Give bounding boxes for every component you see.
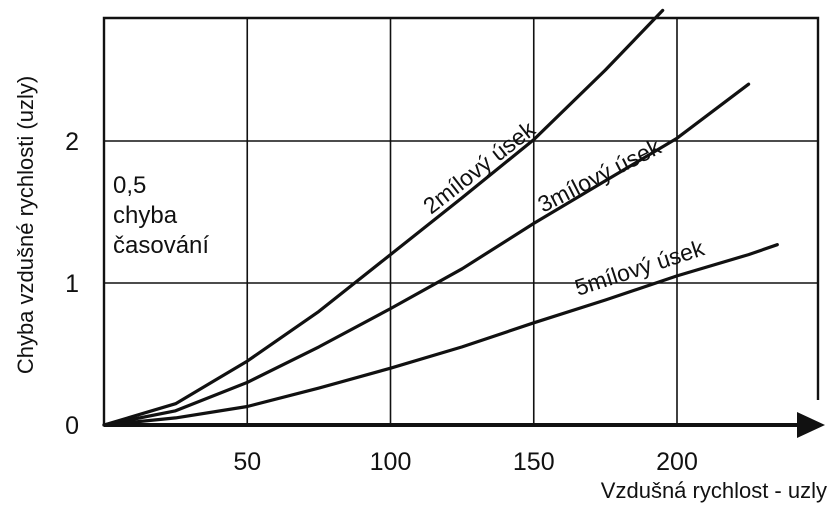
x-axis-arrowhead (797, 412, 825, 438)
curve-label-2mile: 2mílový úsek (418, 116, 540, 219)
series-line-1 (102, 82, 751, 427)
series-layer (102, 8, 779, 427)
curve-label-5mile: 5mílový úsek (572, 234, 708, 300)
y-tick-label-0: 0 (65, 412, 79, 440)
note-line-1: 0,5 (113, 172, 146, 199)
y-tick-label-1: 1 (65, 270, 79, 298)
plot-frame (102, 16, 825, 438)
curve-labels: 2mílový úsek 3mílový úsek 5mílový úsek (418, 116, 708, 301)
x-tick-label-100: 100 (370, 448, 412, 476)
series-line-0 (102, 8, 665, 427)
note-line-3: časování (113, 232, 209, 259)
series-line-2 (102, 243, 779, 427)
grid-layer (104, 18, 818, 425)
frame-border (102, 16, 820, 425)
timing-error-note: 0,5 chyba časování (113, 172, 209, 259)
curve-label-3mile: 3mílový úsek (533, 133, 665, 217)
x-axis-label: Vzdušná rychlost - uzly (601, 478, 827, 503)
tick-layer: 50 100 150 200 0 1 2 (65, 128, 698, 476)
x-tick-label-150: 150 (513, 448, 555, 476)
x-tick-label-200: 200 (656, 448, 698, 476)
y-axis-label: Chyba vzdušné rychlosti (uzly) (13, 76, 38, 374)
note-line-2: chyba (113, 202, 178, 229)
x-tick-label-50: 50 (233, 448, 261, 476)
y-tick-label-2: 2 (65, 128, 79, 156)
